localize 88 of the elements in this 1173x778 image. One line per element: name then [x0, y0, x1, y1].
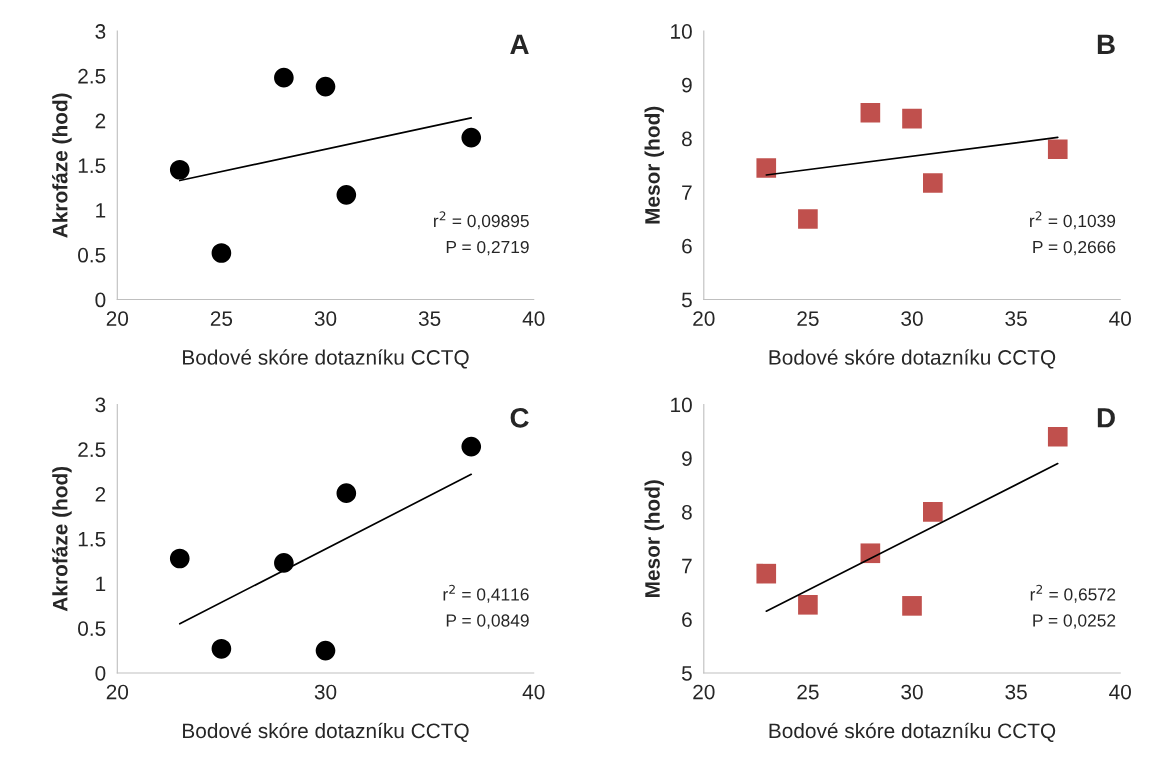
annotation: r$^{2}$ = 0,09895: [434, 211, 529, 230]
x-tick-label: 40: [522, 311, 545, 326]
annotation: P = 0,0252: [1033, 614, 1116, 629]
x-tick-label: 20: [106, 311, 129, 326]
point: [798, 209, 818, 229]
x-tick-label: 30: [901, 311, 923, 326]
y-tick-label: 2: [95, 487, 106, 502]
point: [211, 638, 232, 659]
point: [1047, 426, 1068, 447]
y-tick-label: 5: [681, 292, 692, 308]
y-tick-label: 1: [96, 576, 106, 592]
annotation: P = 0,0849: [446, 614, 529, 629]
x-tick-label: 20: [693, 311, 715, 326]
point: [860, 102, 881, 123]
x-tick-label: 35: [418, 311, 441, 326]
point: [461, 436, 482, 457]
x-tick-label: 25: [797, 684, 819, 700]
y-tick-label: 2.5: [78, 68, 106, 84]
y-tick-label: 2: [95, 113, 106, 129]
y-tick-label: 6: [682, 238, 692, 254]
point: [923, 502, 943, 522]
point: [336, 483, 357, 503]
x-tick-label: 25: [210, 311, 233, 326]
point: [274, 553, 294, 573]
x-axis-title: Bodové skóre dotazníku CCTQ: [183, 349, 469, 369]
annotation: r$^{2}$ = 0,6572: [1030, 584, 1116, 603]
point: [211, 243, 232, 263]
x-tick-label: 40: [1109, 684, 1131, 700]
point: [860, 543, 881, 564]
x-tick-label: 40: [1109, 311, 1131, 326]
x-tick-label: 30: [901, 684, 923, 700]
chart-title: C: [510, 407, 529, 428]
x-tick-label: 25: [797, 311, 819, 326]
point: [902, 108, 922, 129]
chart-title: B: [1097, 34, 1115, 54]
point: [315, 76, 336, 97]
point: [315, 640, 336, 661]
point: [169, 159, 190, 180]
y-tick-label: 8: [682, 504, 692, 520]
point: [798, 594, 818, 615]
x-axis-title: Bodové skóre dotazníku CCTQ: [183, 722, 469, 742]
y-tick-label: 5: [681, 666, 692, 681]
x-tick-label: 30: [314, 311, 337, 326]
x-tick-label: 20: [106, 684, 129, 700]
annotation: P = 0,2666: [1033, 240, 1116, 256]
annotation: r$^{2}$ = 0,4116: [443, 584, 529, 603]
x-axis-title: Bodové skóre dotazníku CCTQ: [769, 349, 1056, 369]
y-axis-title: Mesor (hod): [644, 106, 664, 224]
y-tick-label: 1.5: [78, 531, 106, 547]
point: [169, 548, 190, 569]
point: [1047, 139, 1068, 160]
y-tick-label: 0.5: [78, 621, 106, 636]
y-tick-label: 10: [671, 397, 692, 413]
annotation: P = 0,2719: [446, 240, 529, 256]
y-tick-label: 2.5: [78, 442, 106, 458]
y-tick-label: 10: [671, 24, 692, 39]
point: [756, 158, 777, 178]
point: [756, 563, 777, 584]
chart-title: A: [510, 34, 529, 54]
x-tick-label: 20: [693, 684, 715, 700]
point: [902, 596, 922, 616]
y-tick-label: 7: [682, 185, 692, 200]
point: [274, 67, 294, 88]
y-tick-label: 9: [682, 77, 692, 93]
y-tick-label: 6: [682, 612, 692, 628]
y-tick-label: 9: [682, 451, 692, 466]
x-axis-title: Bodové skóre dotazníku CCTQ: [769, 722, 1056, 742]
x-tick-label: 35: [1005, 311, 1027, 326]
y-tick-label: 3: [95, 24, 106, 39]
point: [336, 185, 357, 205]
y-axis-title: Mesor (hod): [644, 480, 664, 597]
y-axis-title: Akrofáze (hod): [52, 93, 72, 238]
y-tick-label: 7: [682, 558, 692, 574]
chart-title: D: [1097, 408, 1115, 428]
y-tick-label: 0: [95, 665, 106, 681]
y-tick-label: 3: [95, 397, 106, 413]
y-tick-label: 0: [95, 292, 106, 308]
x-tick-label: 35: [1005, 684, 1027, 700]
x-tick-label: 30: [314, 684, 337, 700]
annotation: r$^{2}$ = 0,1039: [1030, 211, 1116, 230]
y-tick-label: 0.5: [78, 247, 106, 263]
x-tick-label: 40: [522, 684, 545, 700]
y-axis-title: Akrofáze (hod): [52, 466, 72, 612]
y-tick-label: 1.5: [78, 158, 106, 174]
point: [461, 127, 482, 148]
y-tick-label: 1: [96, 203, 106, 218]
point: [923, 173, 943, 193]
y-tick-label: 8: [682, 131, 692, 147]
